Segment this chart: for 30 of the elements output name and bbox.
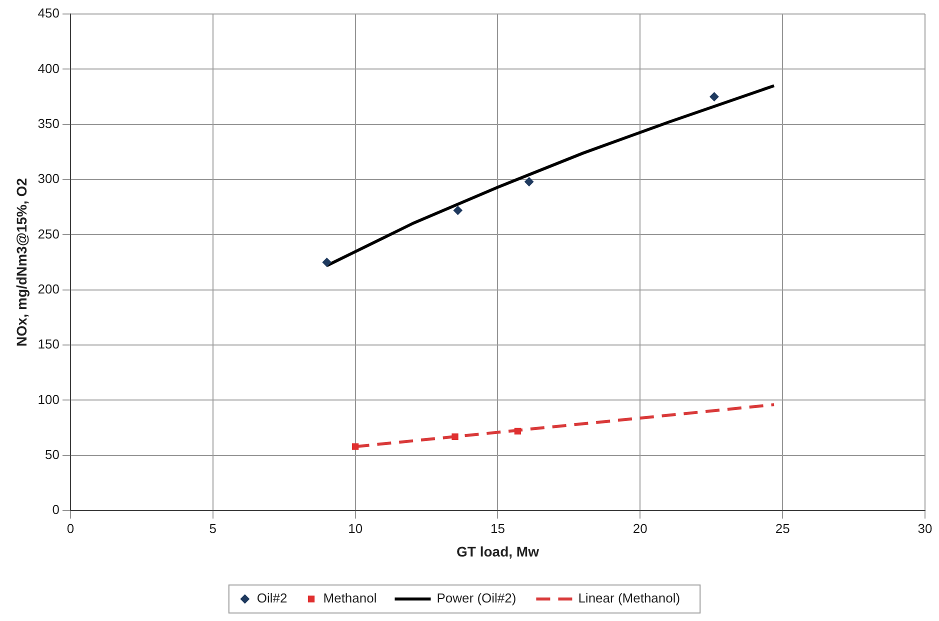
point	[710, 92, 719, 102]
x-tick-label: 20	[632, 520, 648, 536]
y-tick-label: 200	[38, 281, 60, 296]
x-axis-title: GT load, Mw	[456, 543, 540, 560]
x-tick-label: 30	[918, 520, 932, 536]
y-tick-label: 0	[52, 502, 60, 518]
point	[352, 443, 359, 450]
point	[453, 206, 462, 215]
y-tick-label: 50	[45, 447, 60, 462]
y-axis-title: NOx, mg/dNm3@15%, O2	[13, 178, 30, 347]
x-tick-label: 10	[348, 520, 363, 536]
y-tick-label: 450	[38, 6, 60, 21]
y-tick-label: 400	[38, 60, 60, 76]
point	[524, 177, 534, 186]
legend-label: Linear (Methanol)	[578, 590, 680, 606]
y-tick-label: 100	[38, 392, 60, 407]
legend-label: Methanol	[323, 590, 377, 606]
legend-label: Power (Oil#2)	[436, 590, 516, 606]
x-tick-label: 25	[775, 520, 790, 536]
y-tick-label: 150	[38, 336, 60, 352]
point	[322, 258, 332, 267]
y-tick-label: 350	[38, 116, 60, 131]
legend-label: Oil#2	[256, 590, 288, 606]
x-tick-label: 0	[66, 520, 74, 536]
y-tick-label: 250	[38, 226, 60, 242]
y-tick-label: 300	[38, 171, 60, 186]
x-tick-label: 15	[490, 520, 505, 536]
x-tick-label: 5	[209, 520, 217, 536]
point	[452, 433, 458, 440]
point	[514, 428, 522, 434]
